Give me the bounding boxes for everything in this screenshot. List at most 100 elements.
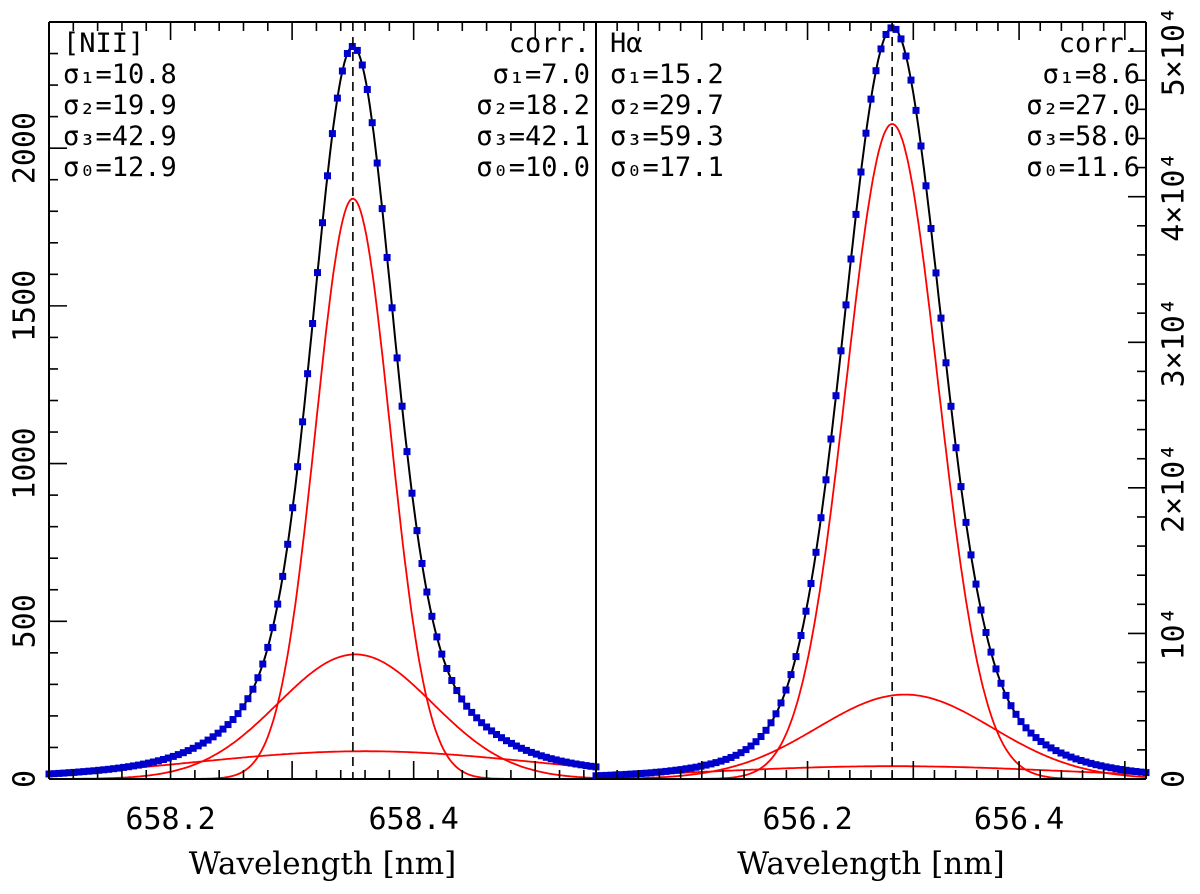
component-narrow-line [596,123,1146,780]
y-tick-label: 2×10⁴ [1157,443,1192,533]
x-tick-label: 658.2 [125,802,215,837]
data-point [787,671,795,679]
data-point [338,67,346,75]
sigma-value: σ₂=19.9 [63,90,177,121]
data-point [279,572,287,580]
sigma-value: σ₃=59.3 [610,121,724,152]
x-axis-title: Wavelength [nm] [189,846,456,882]
data-point [887,24,895,32]
data-point [483,723,491,731]
data-point [1092,761,1100,769]
data-point [189,744,197,752]
line-label: Hα [610,28,643,59]
data-point [627,770,635,778]
data-point [368,119,376,127]
data-point [572,760,580,768]
data-point [982,629,990,636]
data-point [324,172,331,180]
data-point [1132,768,1140,775]
data-point [294,463,302,471]
data-point [722,755,730,763]
data-point [932,269,940,277]
data-point [807,580,815,587]
data-point [1032,734,1040,742]
data-point [612,771,620,779]
x-tick-label: 658.4 [369,802,459,837]
component-broad-line [596,765,1147,777]
data-point [423,588,431,596]
data-point [657,768,665,776]
data-point [532,750,540,758]
data-point [154,757,162,765]
data-point [947,402,955,410]
data-point [1127,767,1135,775]
data-point [772,710,780,718]
data-point [164,754,172,762]
data-point [1077,757,1085,764]
data-point [453,687,461,694]
data-point [582,762,590,770]
data-point [468,708,476,716]
data-point [1082,758,1090,766]
data-point [105,765,113,773]
data-point [1002,691,1010,699]
sigma-value: σ₂=29.7 [610,90,724,121]
data-point [274,600,282,608]
sigma-value: σ₁=10.8 [63,59,177,90]
data-point [632,770,640,778]
data-point [140,760,147,768]
data-point [383,254,391,261]
data-point [552,756,560,764]
data-point [358,61,366,69]
data-point [872,67,880,75]
data-point [1087,759,1095,767]
data-point [707,760,715,768]
data-point [692,763,700,771]
data-point [1027,729,1035,737]
x-tick-label: 656.2 [762,802,852,837]
corr-sigma-value: σ₀=10.0 [476,152,590,183]
sigma-value: σ₀=17.1 [610,152,724,183]
data-point [617,771,625,779]
data-point [224,721,232,729]
component-medium-line [596,693,1147,780]
data-point [1057,749,1065,757]
data-point [169,752,177,760]
data-point [304,370,312,378]
data-point [652,768,660,776]
data-point [328,130,336,138]
data-point [403,448,411,456]
data-point [822,476,830,484]
data-point [299,418,307,426]
y-tick-label: 0 [1157,770,1192,788]
data-point [587,762,595,770]
data-point [1017,718,1025,726]
data-point [802,607,810,615]
data-point [463,702,471,710]
data-point [967,551,975,559]
data-point [992,665,1000,673]
data-point [433,633,441,641]
x-tick-label: 656.4 [974,802,1064,837]
data-point [817,514,825,522]
data-point [557,757,565,765]
data-point [1137,768,1145,776]
y-tick-label: 4×10⁴ [1157,152,1192,242]
data-point [1117,766,1125,773]
data-point [309,320,317,327]
panel-left: 658.2 658.4 Wavelength [nm] 0 500 1000 1500 200… [8,21,600,882]
data-point [1007,702,1015,710]
data-point [80,768,88,776]
data-point [1037,738,1045,745]
data-point [922,182,930,190]
data-point [952,444,960,452]
corr-sigma-value: σ₂=27.0 [1026,90,1140,121]
data-point [100,766,108,774]
y-tick-label: 1500 [8,270,43,342]
data-point [837,347,845,355]
data-point [682,765,690,773]
data-point [1047,744,1055,752]
data-point [120,763,128,771]
data-point [997,679,1005,687]
